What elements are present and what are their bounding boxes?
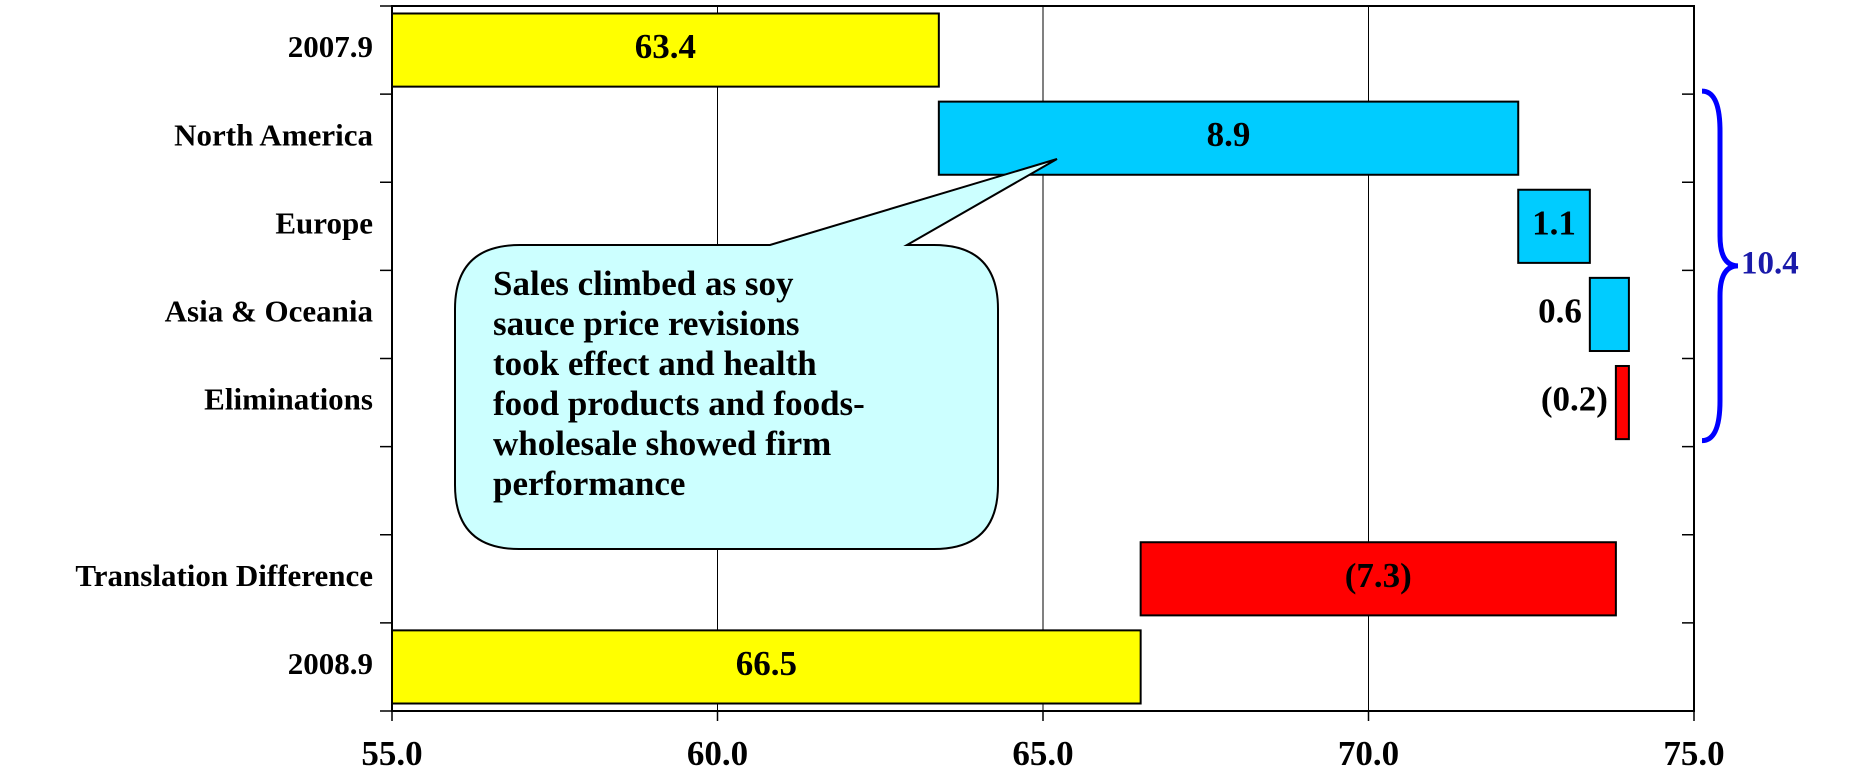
value-label: (7.3): [1345, 556, 1412, 595]
y-tick-label: Eliminations: [204, 382, 373, 417]
callout-text: food products and foods-: [493, 384, 865, 423]
x-tick-label: 65.0: [1012, 734, 1073, 773]
bar: [1614, 364, 1630, 441]
value-label: 1.1: [1532, 203, 1576, 242]
value-label: 66.5: [736, 644, 797, 683]
x-tick-label: 55.0: [361, 734, 422, 773]
y-tick-label: North America: [174, 117, 373, 152]
bar: [391, 629, 1142, 705]
bar: [1517, 188, 1591, 264]
callout-text: sauce price revisions: [493, 304, 800, 343]
callout-text: performance: [493, 464, 685, 503]
callout-text: took effect and health: [493, 344, 817, 383]
value-label: 0.6: [1538, 291, 1582, 330]
callout-text: Sales climbed as soy: [493, 264, 794, 303]
value-label: (0.2): [1541, 380, 1608, 419]
value-label: 8.9: [1207, 115, 1251, 154]
bar: [1588, 276, 1630, 353]
x-tick-label: 60.0: [687, 734, 748, 773]
y-tick-label: 2007.9: [288, 29, 373, 64]
bar: [937, 100, 1520, 176]
x-tick-label: 70.0: [1338, 734, 1399, 773]
y-tick-label: 2008.9: [288, 646, 373, 681]
brace: [1701, 88, 1739, 444]
y-tick-label: Translation Difference: [75, 558, 373, 593]
value-label: 63.4: [635, 27, 696, 66]
brace-label: 10.4: [1741, 245, 1799, 281]
x-tick-label: 75.0: [1663, 734, 1724, 773]
bar: [1139, 541, 1617, 617]
y-tick-label: Asia & Oceania: [165, 294, 374, 329]
bar: [391, 12, 940, 88]
callout-box: [454, 158, 1058, 550]
y-tick-label: Europe: [275, 205, 373, 240]
callout-text: wholesale showed firm: [493, 424, 831, 463]
